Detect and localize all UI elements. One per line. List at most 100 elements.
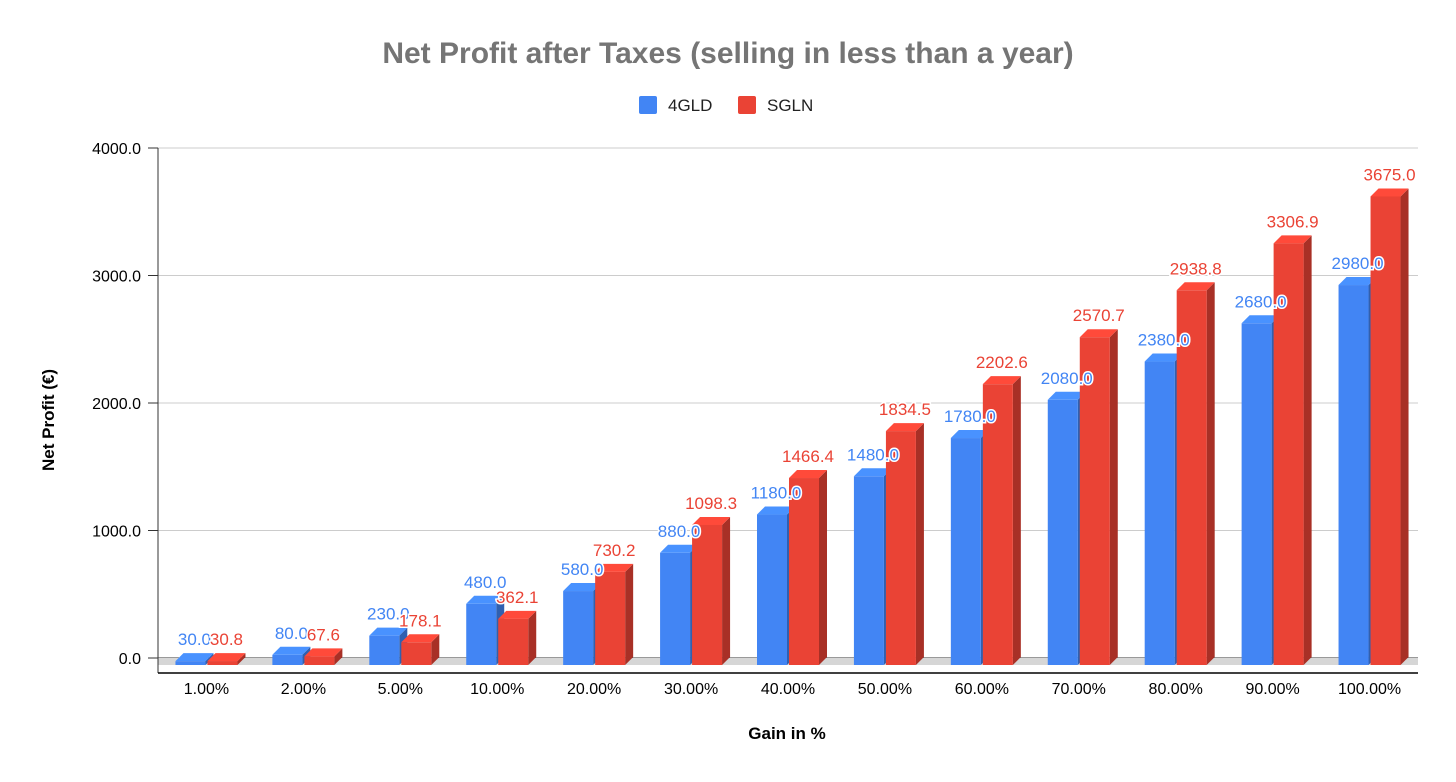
legend-swatch-sgln (738, 96, 756, 114)
bar-sgln-10.00%[interactable] (498, 610, 537, 665)
bar-side (1206, 282, 1215, 665)
bar-front (950, 438, 981, 665)
bar-top (401, 634, 440, 643)
bar-top (175, 653, 214, 662)
bar-top (789, 470, 827, 479)
bar-side (334, 648, 343, 665)
data-label-sgln: 1834.5 (879, 400, 931, 419)
data-label-sgln: 2938.8 (1170, 259, 1222, 278)
bar-sgln-50.00%[interactable] (885, 423, 924, 665)
bar-sgln-80.00%[interactable] (1176, 282, 1215, 665)
x-axis-ticks: 1.00% 2.00% 5.00% 10.00% 20.00% 30.00% 40.00% 5… (184, 681, 1401, 698)
x-tick-label: 60.00% (955, 681, 1009, 698)
bar-top (1370, 188, 1409, 197)
bar-top (1176, 282, 1215, 291)
bar-side (819, 470, 827, 665)
bar-top (853, 468, 892, 477)
bar-front (1047, 399, 1078, 665)
legend-swatch-4gld (639, 96, 657, 114)
bar-front (660, 552, 691, 665)
x-axis-title: Gain in % (748, 724, 825, 743)
x-tick-label: 50.00% (858, 681, 912, 698)
bar-top (757, 506, 795, 515)
bar-sgln-30.00%[interactable] (692, 516, 731, 665)
bar-top (272, 646, 311, 655)
x-tick-label: 5.00% (378, 681, 423, 698)
data-label-4gld: 2380.0 (1138, 331, 1190, 350)
bar-side (1012, 376, 1021, 665)
x-tick-label: 1.00% (184, 681, 229, 698)
data-label-4gld: 880.0 (658, 522, 701, 541)
bar-top (950, 430, 989, 439)
bar-front (175, 661, 206, 665)
data-label-4gld: 480.0 (464, 573, 507, 592)
bar-front (1338, 285, 1369, 665)
x-tick-label: 100.00% (1338, 681, 1401, 698)
bar-sgln-1.00%[interactable] (207, 653, 246, 665)
bar-sgln-2.00%[interactable] (304, 648, 343, 665)
x-tick-label: 2.00% (281, 681, 326, 698)
bar-side (431, 634, 440, 665)
bar-sgln-100.00%[interactable] (1370, 188, 1409, 665)
bar-top (1047, 391, 1086, 400)
data-label-4gld: 1480.0 (847, 445, 899, 464)
data-label-sgln: 67.6 (307, 625, 340, 644)
bar-front (207, 661, 238, 665)
y-axis-ticks: 0.0 1000.0 2000.0 3000.0 4000.0 (92, 141, 158, 668)
bar-sgln-60.00%[interactable] (982, 376, 1021, 665)
bar-sgln-20.00%[interactable] (595, 563, 634, 665)
bar-top (692, 516, 731, 525)
bar-front (1273, 243, 1304, 666)
chart-title: Net Profit after Taxes (selling in less … (382, 37, 1073, 70)
bar-top (1273, 235, 1312, 244)
bar-top (1144, 353, 1183, 362)
bar-top (885, 423, 924, 432)
bar-top (1338, 277, 1377, 286)
bar-side (915, 423, 924, 665)
data-label-sgln: 3306.9 (1267, 212, 1319, 231)
bar-sgln-5.00%[interactable] (401, 634, 440, 665)
legend: 4GLD SGLN (639, 96, 813, 115)
x-tick-label: 40.00% (761, 681, 815, 698)
bar-front (853, 476, 884, 665)
bar-top (1241, 315, 1280, 324)
bar-top (595, 563, 634, 572)
legend-label-4gld: 4GLD (668, 96, 712, 115)
bar-front (595, 571, 626, 665)
data-label-sgln: 1098.3 (685, 494, 737, 513)
bar-front (692, 524, 723, 665)
bar-top (466, 595, 505, 604)
bar-front (1144, 361, 1175, 665)
bar-top (660, 544, 699, 553)
bar-top (304, 648, 343, 657)
legend-item-4gld[interactable]: 4GLD (639, 96, 712, 115)
bar-side (237, 653, 246, 665)
data-label-4gld: 2680.0 (1235, 292, 1287, 311)
bar-front (982, 384, 1013, 665)
bar-front (1241, 323, 1272, 665)
bar-top (982, 376, 1021, 385)
data-label-sgln: 730.2 (593, 541, 636, 560)
y-axis-title: Net Profit (€) (39, 369, 58, 471)
bar-front (466, 603, 497, 665)
bar-side (625, 563, 634, 665)
bar-sgln-90.00%[interactable] (1273, 235, 1312, 666)
data-label-sgln: 3675.0 (1364, 165, 1416, 184)
bar-top (563, 583, 602, 592)
legend-item-sgln[interactable]: SGLN (738, 96, 813, 115)
bar-top (498, 610, 537, 619)
x-tick-label: 80.00% (1149, 681, 1203, 698)
y-tick-label: 1000.0 (92, 524, 141, 541)
bars (175, 188, 1409, 666)
bar-front (1370, 196, 1401, 665)
bar-front (789, 478, 819, 665)
bar-sgln-70.00%[interactable] (1079, 329, 1118, 665)
bar-top (369, 627, 408, 636)
data-label-sgln: 30.8 (210, 630, 243, 649)
bar-front (401, 642, 432, 665)
bar-side (1109, 329, 1118, 665)
bar-sgln-40.00%[interactable] (789, 470, 827, 665)
